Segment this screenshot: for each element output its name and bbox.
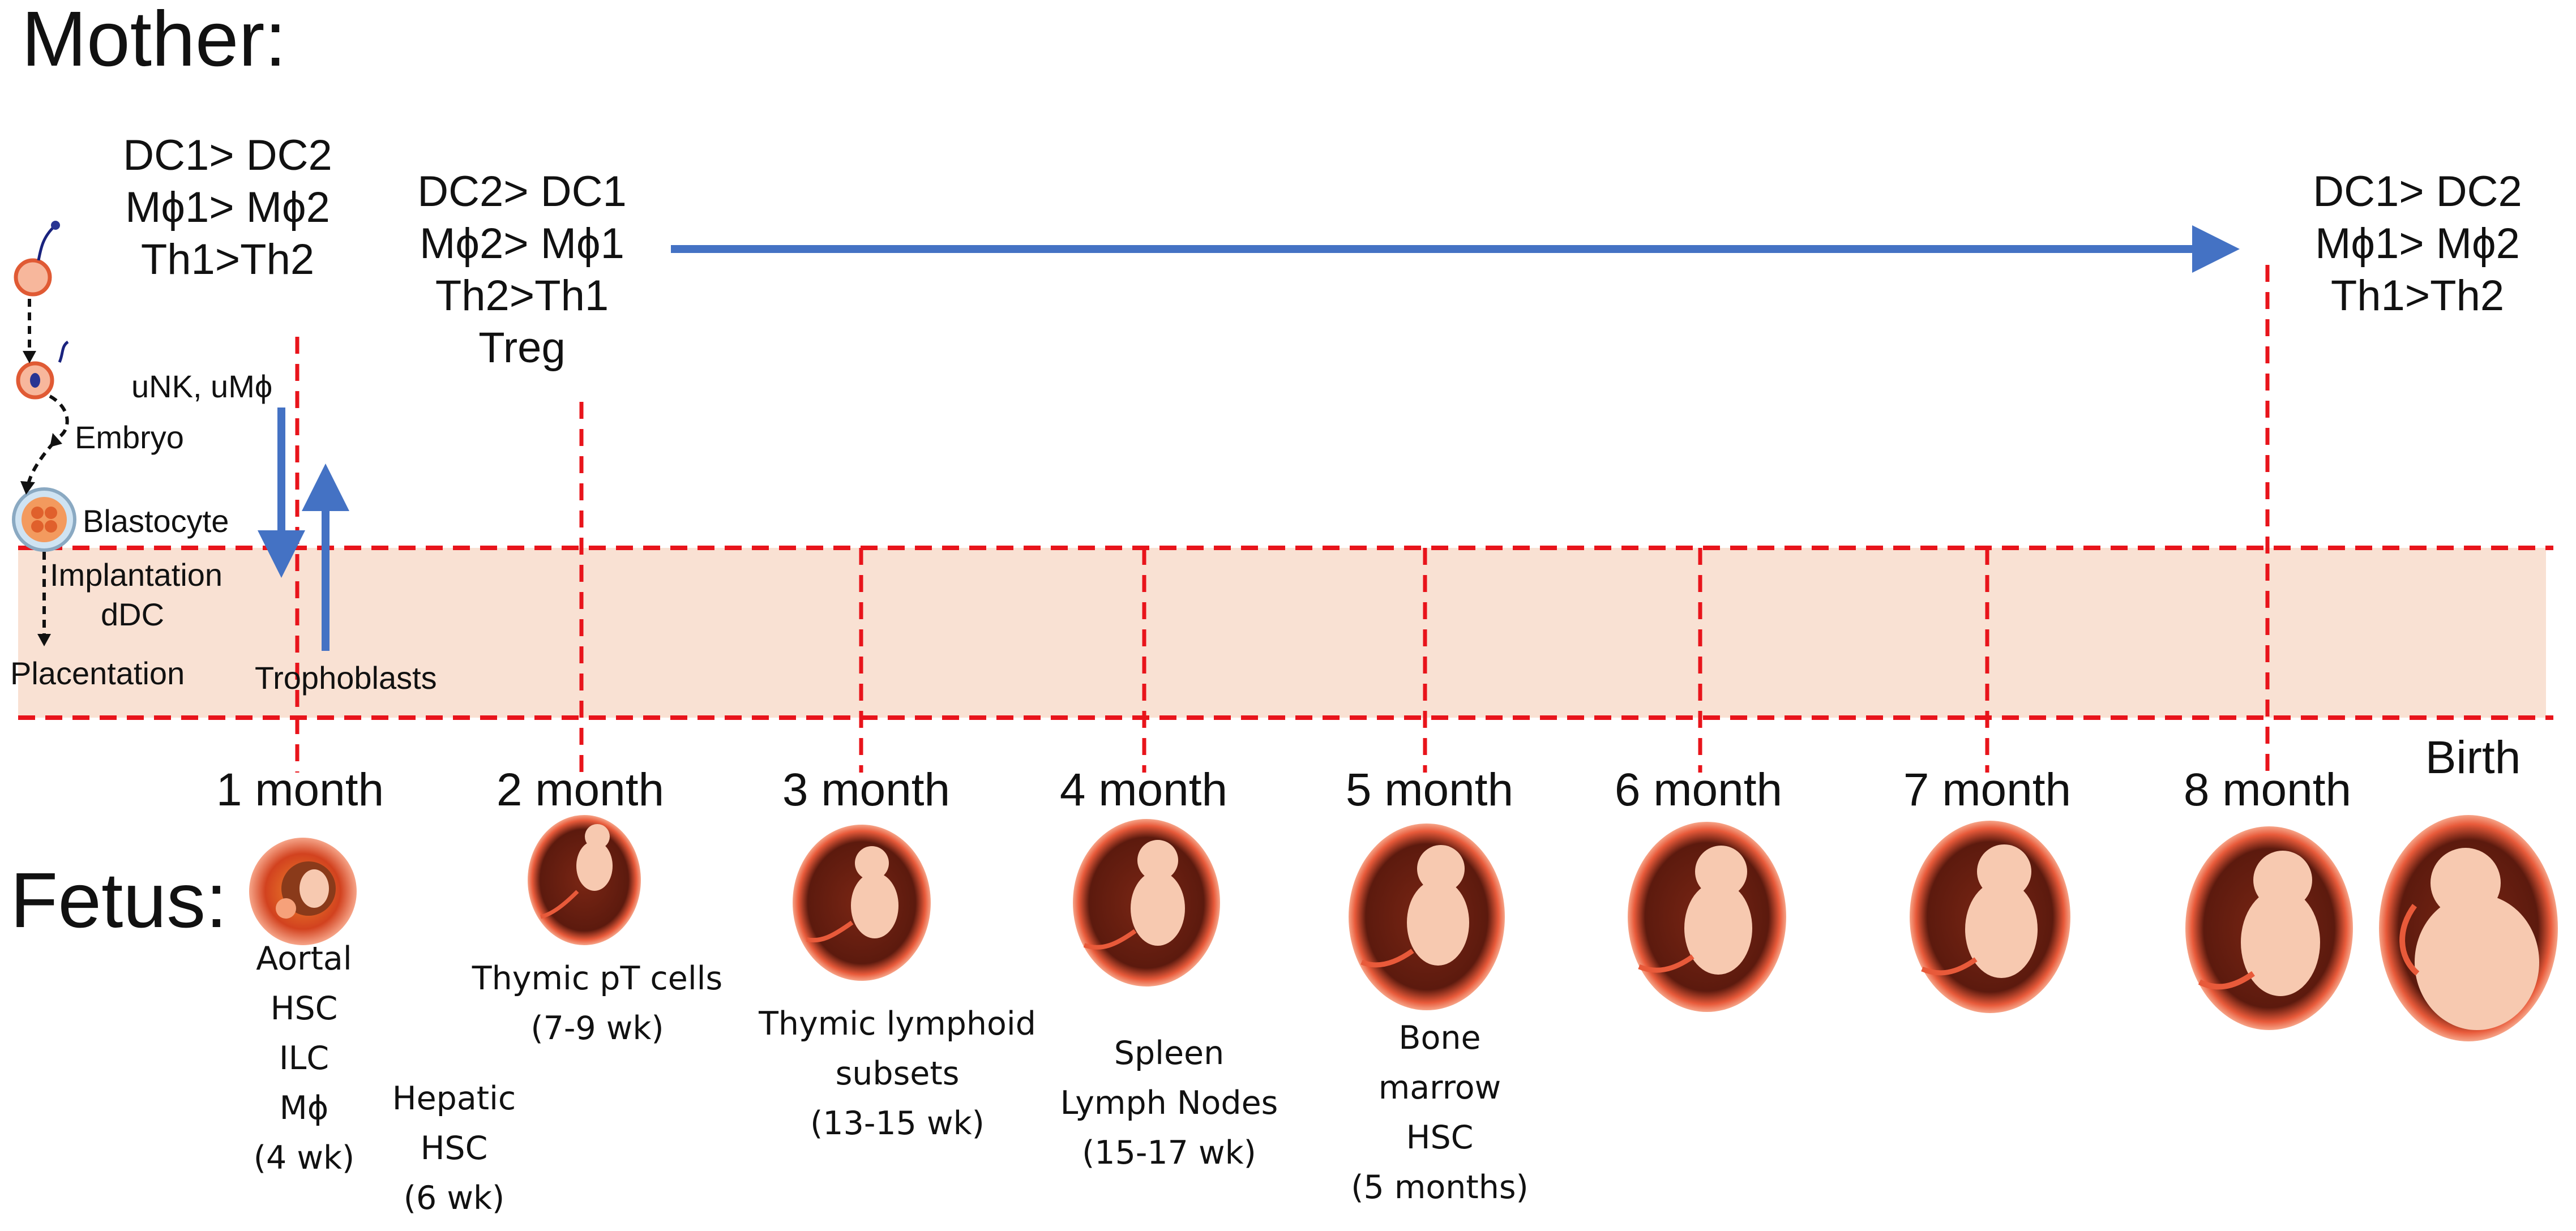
month-label: 5 month <box>1345 764 1514 816</box>
milestone-line: (7-9 wk) <box>530 1010 664 1047</box>
milestone-line: (15-17 wk) <box>1082 1134 1256 1172</box>
month-label: 4 month <box>1059 764 1228 816</box>
milestone-line: subsets <box>835 1055 960 1092</box>
milestone-line: (13-15 wk) <box>810 1105 985 1142</box>
milestone-line: HSC <box>420 1130 488 1167</box>
late-immune-state: DC1> DC2 Mϕ1> Mϕ2 Th1>Th2 <box>2313 166 2522 322</box>
late-state-line: DC1> DC2 <box>2313 168 2522 216</box>
unk-label: uNK, uMϕ <box>131 368 273 404</box>
milestone-line: (4 wk) <box>253 1139 355 1177</box>
milestone-line: (5 months) <box>1351 1169 1529 1206</box>
bone-marrow-milestone: Bone marrow HSC (5 months) <box>1351 1013 1529 1212</box>
fetus-6-month-icon <box>1628 822 1786 1012</box>
month-label: 6 month <box>1614 764 1783 816</box>
early-progression-arrowheads <box>20 351 62 646</box>
embryo-label: Embryo <box>75 419 184 455</box>
mid-state-line: Treg <box>478 324 566 372</box>
month-label: 7 month <box>1903 764 2072 816</box>
fetus-label: Fetus: <box>10 857 228 944</box>
early-immune-state: DC1> DC2 Mϕ1> Mϕ2 Th1>Th2 <box>123 130 332 286</box>
fetus-7-month-icon <box>1910 821 2070 1013</box>
fetus-4-month-icon <box>1073 819 1220 986</box>
blastocyte-label: Blastocyte <box>83 503 229 539</box>
month-label: 2 month <box>496 764 665 816</box>
early-state-line: Mϕ1> Mϕ2 <box>125 183 330 231</box>
thymic-pt-milestone: Thymic pT cells (7-9 wk) <box>472 954 722 1053</box>
milestone-line: Lymph Nodes <box>1060 1084 1278 1122</box>
placentation-label: Placentation <box>10 655 185 691</box>
mid-state-line: Th2>Th1 <box>435 272 609 320</box>
fetus-birth-icon <box>2379 815 2558 1041</box>
spleen-lymph-milestone: Spleen Lymph Nodes (15-17 wk) <box>1060 1028 1278 1178</box>
fetus-1-month-icon <box>249 838 357 945</box>
hepatic-hsc-milestone: Hepatic HSC (6 wk) <box>392 1074 516 1223</box>
month-label: 1 month <box>216 764 384 816</box>
late-state-line: Mϕ1> Mϕ2 <box>2315 220 2520 268</box>
milestone-line: Aortal <box>256 940 352 977</box>
mid-immune-state: DC2> DC1 Mϕ2> Mϕ1 Th2>Th1 Treg <box>417 166 627 374</box>
fetus-3-month-icon <box>793 825 931 981</box>
milestone-line: Thymic lymphoid <box>759 1005 1036 1043</box>
milestone-line: HSC <box>1406 1119 1474 1156</box>
month-label: 3 month <box>782 764 951 816</box>
early-state-line: DC1> DC2 <box>123 131 332 179</box>
pregnancy-band <box>18 548 2546 718</box>
milestone-line: ILC <box>279 1040 330 1077</box>
late-state-line: Th1>Th2 <box>2330 272 2505 320</box>
milestone-line: marrow <box>1378 1069 1501 1106</box>
implantation-label: Implantation <box>50 557 223 593</box>
milestone-line: Mϕ <box>279 1090 329 1127</box>
milestone-line: HSC <box>270 990 338 1027</box>
early-progression-arrows <box>27 299 69 637</box>
aortal-hsc-milestone: Aortal HSC ILC Mϕ (4 wk) <box>254 934 355 1183</box>
milestone-line: Hepatic <box>392 1080 516 1117</box>
fetus-5-month-icon <box>1349 823 1505 1010</box>
sperm-egg-icon <box>14 221 60 297</box>
birth-label: Birth <box>2425 732 2521 783</box>
fertilized-egg-icon <box>16 340 69 400</box>
mid-state-line: DC2> DC1 <box>417 168 627 216</box>
thymic-lymphoid-milestone: Thymic lymphoid subsets (13-15 wk) <box>759 999 1036 1148</box>
mid-state-line: Mϕ2> Mϕ1 <box>420 220 624 268</box>
blastocyst-icon <box>12 487 76 552</box>
trophoblasts-label: Trophoblasts <box>255 660 437 696</box>
early-state-line: Th1>Th2 <box>140 235 315 284</box>
month-label: 8 month <box>2183 764 2352 816</box>
milestone-line: Bone <box>1398 1019 1481 1057</box>
fetus-8-month-icon <box>2185 826 2353 1030</box>
fetus-2-month-icon <box>528 815 641 945</box>
milestone-line: Thymic pT cells <box>472 960 723 997</box>
milestone-line: (6 wk) <box>403 1179 505 1217</box>
embryo-to-blastocyst-arrow <box>27 441 55 484</box>
milestone-line: Spleen <box>1114 1035 1225 1072</box>
ddc-label: dDC <box>101 597 165 632</box>
mother-label: Mother: <box>22 0 286 83</box>
egg-to-embryo-arrow <box>49 394 69 440</box>
